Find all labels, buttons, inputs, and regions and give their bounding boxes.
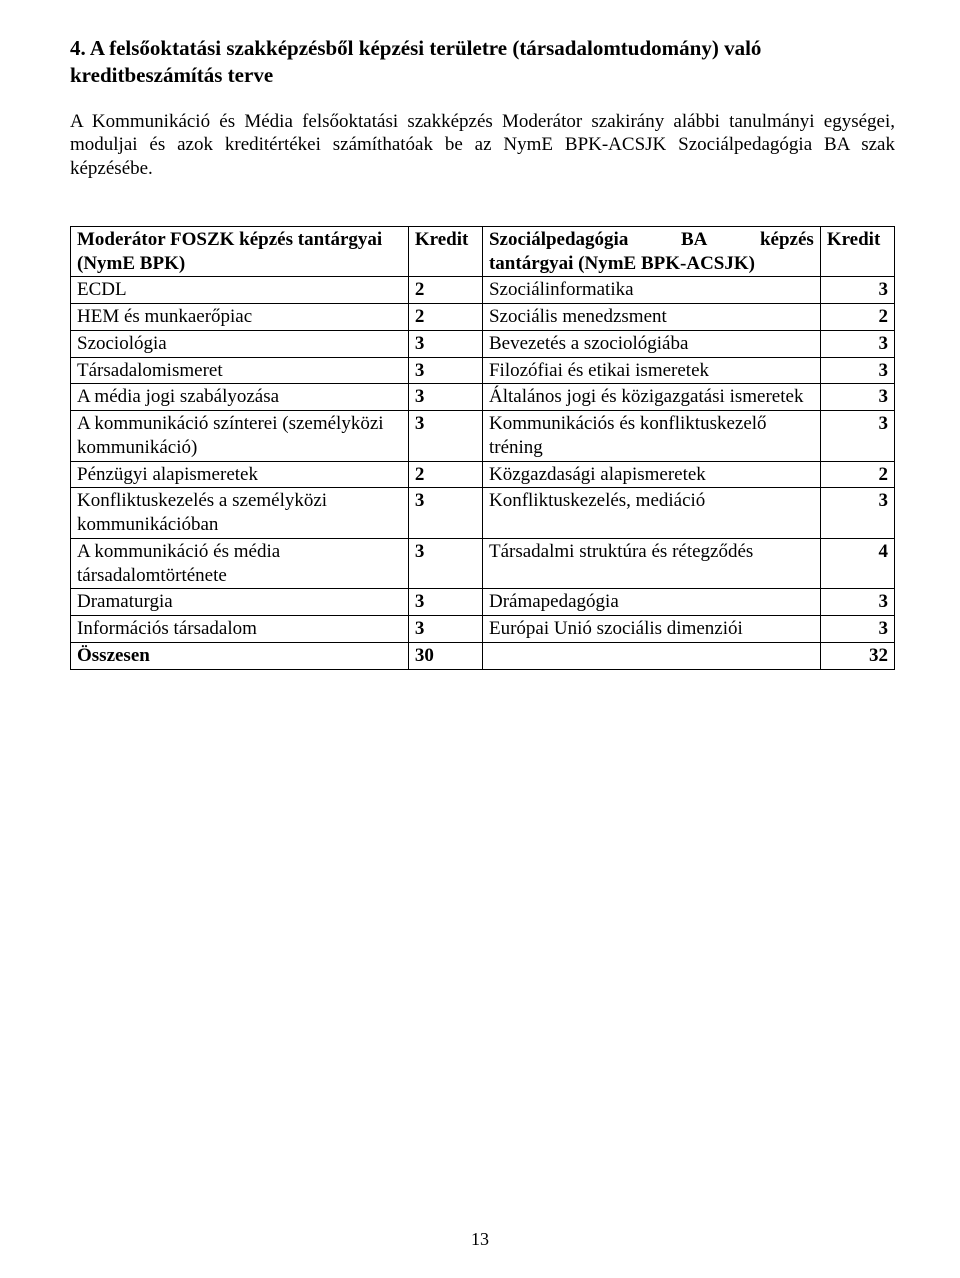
cell-right: Bevezetés a szociológiába: [482, 330, 820, 357]
header-col2: Kredit: [408, 226, 482, 277]
table-row: Konfliktuskezelés a személyközi kommunik…: [71, 488, 895, 539]
total-empty: [482, 642, 820, 669]
cell-left: A kommunikáció és média társadalomtörtén…: [71, 538, 409, 589]
cell-right: Filozófiai és etikai ismeretek: [482, 357, 820, 384]
cell-right-credit: 3: [820, 330, 894, 357]
cell-right-credit: 3: [820, 277, 894, 304]
cell-right-credit: 3: [820, 384, 894, 411]
cell-left-credit: 2: [408, 304, 482, 331]
cell-left-credit: 3: [408, 357, 482, 384]
cell-left: Szociológia: [71, 330, 409, 357]
cell-left: ECDL: [71, 277, 409, 304]
header-col3-left: Szociálpedagógia: [489, 228, 628, 252]
table-row: Pénzügyi alapismeretek 2 Közgazdasági al…: [71, 461, 895, 488]
cell-left-credit: 3: [408, 488, 482, 539]
cell-left-credit: 2: [408, 277, 482, 304]
table-row: A kommunikáció színterei (személyközi ko…: [71, 411, 895, 462]
cell-left: A média jogi szabályozása: [71, 384, 409, 411]
table-row: HEM és munkaerőpiac 2 Szociális menedzsm…: [71, 304, 895, 331]
table-row: Szociológia 3 Bevezetés a szociológiába …: [71, 330, 895, 357]
cell-right-credit: 2: [820, 304, 894, 331]
header-col3-line2: tantárgyai (NymE BPK-ACSJK): [489, 253, 755, 274]
total-left: 30: [408, 642, 482, 669]
header-col3-right: képzés: [760, 228, 814, 252]
cell-right: Szociálinformatika: [482, 277, 820, 304]
table-row: Társadalomismeret 3 Filozófiai és etikai…: [71, 357, 895, 384]
cell-right-credit: 3: [820, 616, 894, 643]
cell-right-credit: 4: [820, 538, 894, 589]
cell-left: Dramaturgia: [71, 589, 409, 616]
table-row: Dramaturgia 3 Drámapedagógia 3: [71, 589, 895, 616]
cell-right-credit: 3: [820, 357, 894, 384]
table-row: ECDL 2 Szociálinformatika 3: [71, 277, 895, 304]
table-row: Információs társadalom 3 Európai Unió sz…: [71, 616, 895, 643]
table-row: A kommunikáció és média társadalomtörtén…: [71, 538, 895, 589]
table-row: A média jogi szabályozása 3 Általános jo…: [71, 384, 895, 411]
cell-left: Társadalomismeret: [71, 357, 409, 384]
section-heading: 4. A felsőoktatási szakképzésből képzési…: [70, 35, 895, 90]
cell-right-credit: 3: [820, 589, 894, 616]
cell-right: Általános jogi és közigazgatási ismerete…: [482, 384, 820, 411]
table-header-row: Moderátor FOSZK képzés tantárgyai (NymE …: [71, 226, 895, 277]
header-col4: Kredit: [820, 226, 894, 277]
header-col3-mid: BA: [681, 228, 707, 252]
cell-right: Európai Unió szociális dimenziói: [482, 616, 820, 643]
cell-right-credit: 3: [820, 411, 894, 462]
header-col1: Moderátor FOSZK képzés tantárgyai (NymE …: [71, 226, 409, 277]
cell-right: Kommunikációs és konfliktuskezelő trénin…: [482, 411, 820, 462]
cell-left: A kommunikáció színterei (személyközi ko…: [71, 411, 409, 462]
cell-left-credit: 3: [408, 616, 482, 643]
header-col3: Szociálpedagógia BA képzés tantárgyai (N…: [482, 226, 820, 277]
intro-paragraph: A Kommunikáció és Média felsőoktatási sz…: [70, 110, 895, 181]
page-number: 13: [0, 1229, 960, 1250]
cell-left: Pénzügyi alapismeretek: [71, 461, 409, 488]
cell-right: Konfliktuskezelés, mediáció: [482, 488, 820, 539]
table-body: Moderátor FOSZK képzés tantárgyai (NymE …: [71, 226, 895, 669]
cell-right: Közgazdasági alapismeretek: [482, 461, 820, 488]
cell-right: Társadalmi struktúra és rétegződés: [482, 538, 820, 589]
cell-right: Szociális menedzsment: [482, 304, 820, 331]
cell-left: Konfliktuskezelés a személyközi kommunik…: [71, 488, 409, 539]
table-total-row: Összesen 30 32: [71, 642, 895, 669]
total-right: 32: [820, 642, 894, 669]
document-page: 4. A felsőoktatási szakképzésből képzési…: [0, 0, 960, 1278]
credit-mapping-table: Moderátor FOSZK képzés tantárgyai (NymE …: [70, 226, 895, 670]
cell-right: Drámapedagógia: [482, 589, 820, 616]
cell-left-credit: 3: [408, 330, 482, 357]
cell-left: HEM és munkaerőpiac: [71, 304, 409, 331]
cell-right-credit: 2: [820, 461, 894, 488]
total-label: Összesen: [71, 642, 409, 669]
cell-left-credit: 3: [408, 538, 482, 589]
cell-left-credit: 3: [408, 384, 482, 411]
cell-left-credit: 3: [408, 411, 482, 462]
cell-left: Információs társadalom: [71, 616, 409, 643]
cell-left-credit: 3: [408, 589, 482, 616]
cell-left-credit: 2: [408, 461, 482, 488]
cell-right-credit: 3: [820, 488, 894, 539]
